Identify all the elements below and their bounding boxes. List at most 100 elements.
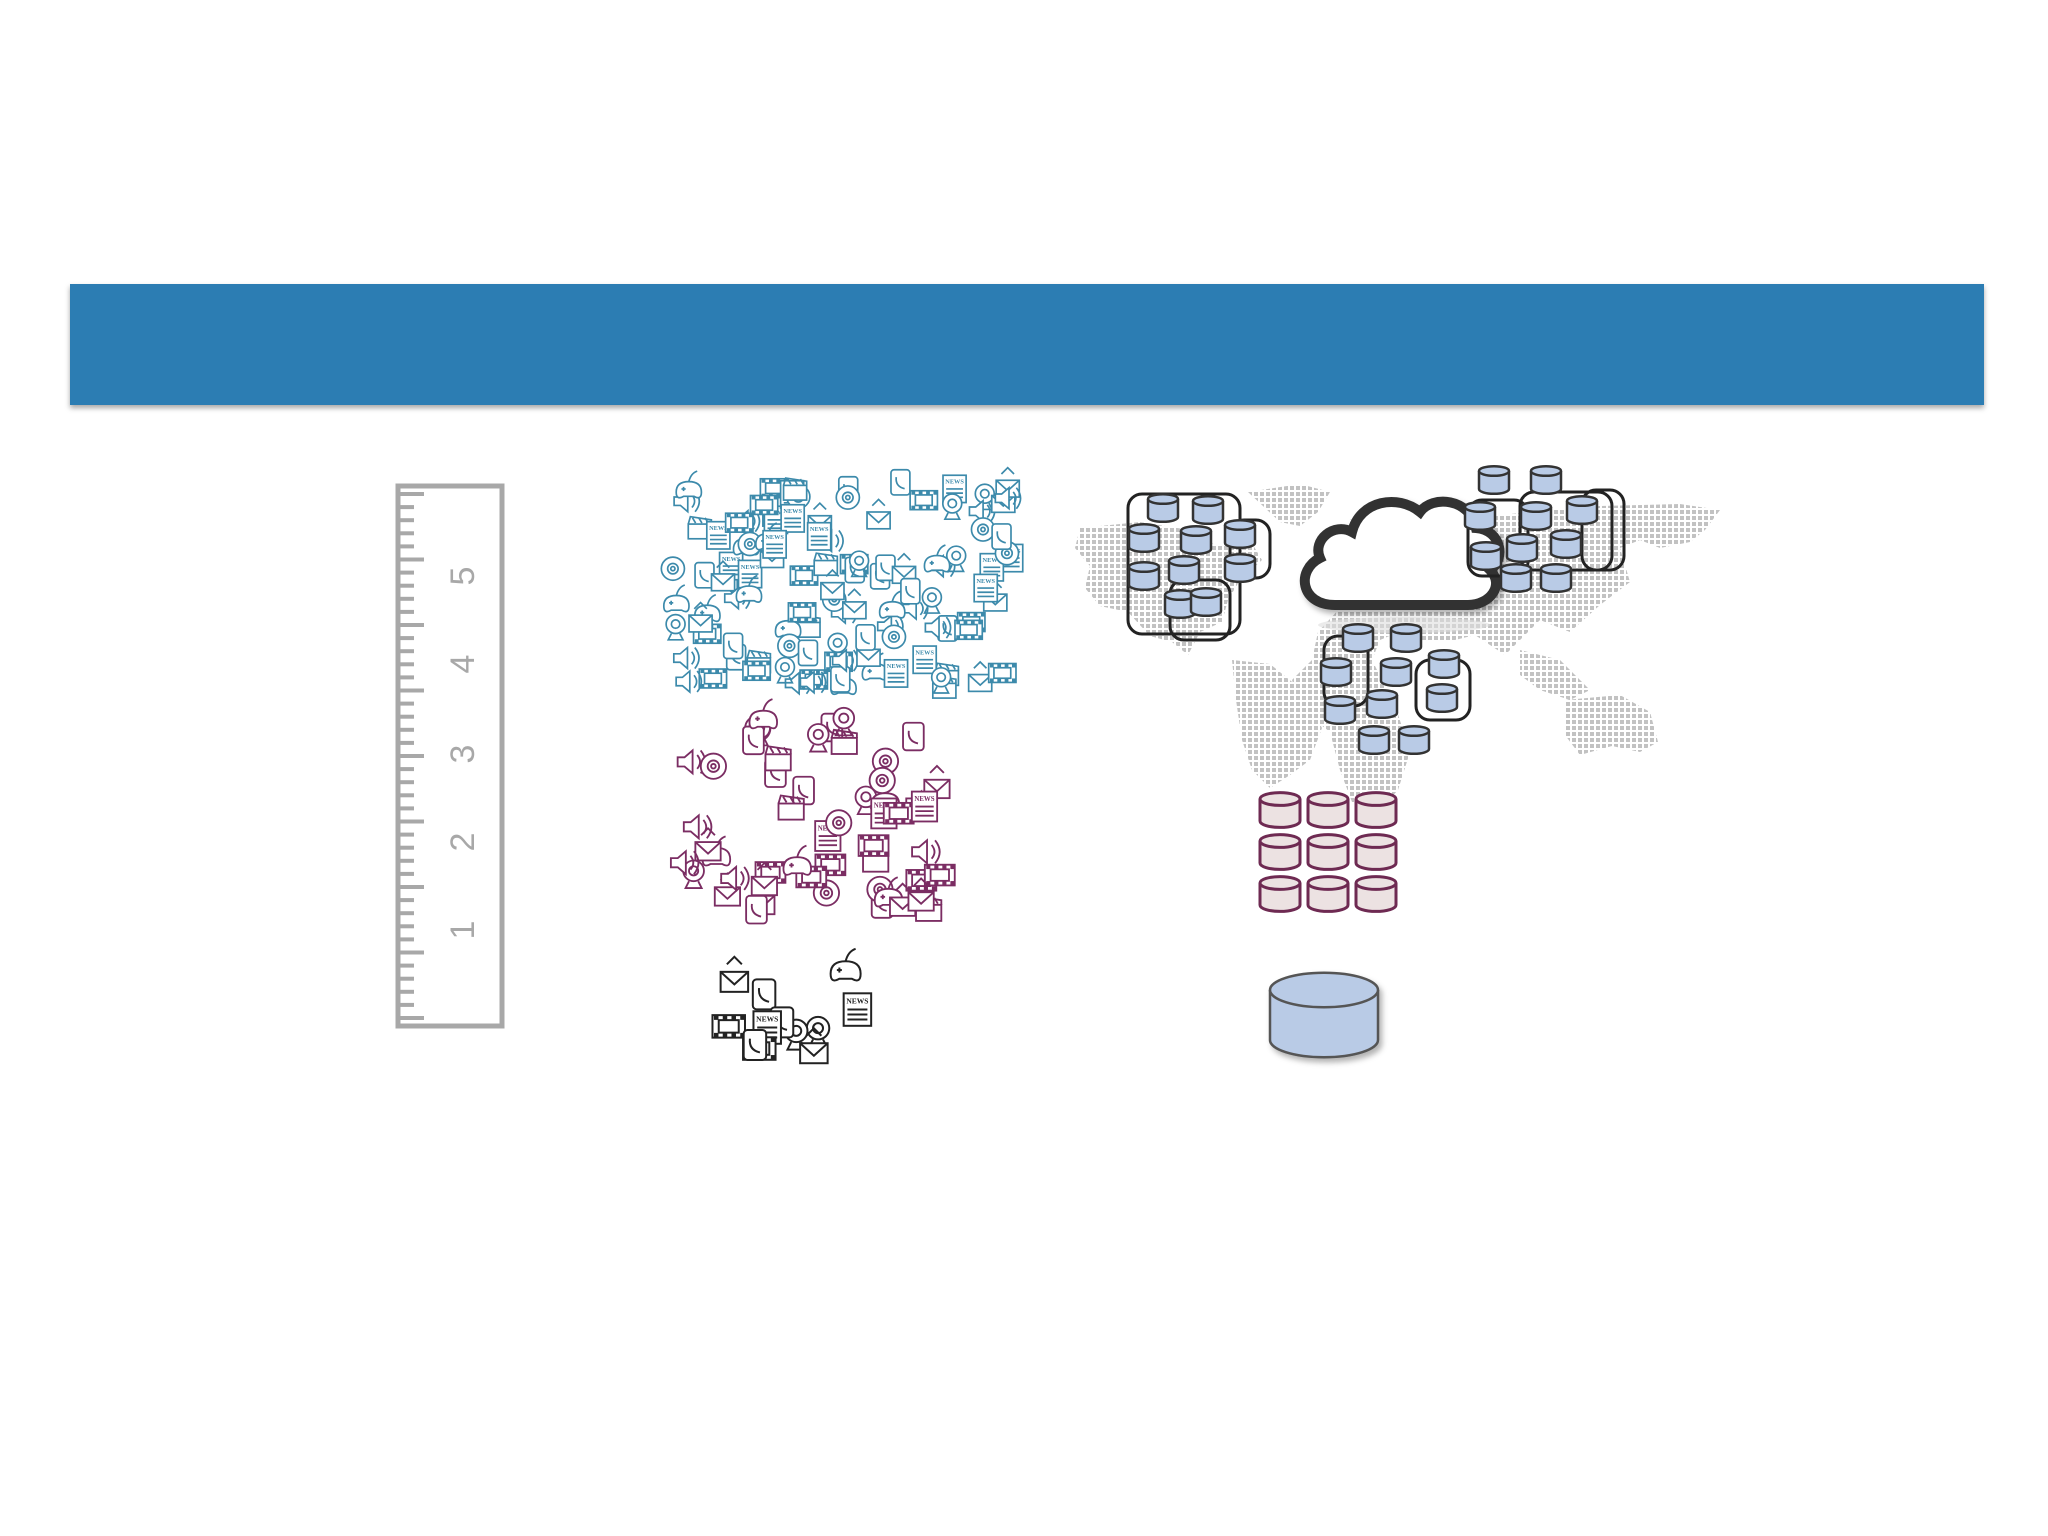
phone-icon: [745, 894, 768, 925]
database-icon: [1425, 682, 1459, 714]
ruler-label: 2: [444, 833, 482, 852]
gamepad-icon: [735, 574, 763, 603]
svg-text:NEWS: NEWS: [741, 564, 760, 571]
speaker-icon: [720, 864, 750, 892]
news-icon: NEWS: [762, 529, 788, 559]
database-icon: [1354, 875, 1398, 913]
cluster-frame: [1580, 488, 1626, 572]
film-icon: [789, 565, 819, 586]
envelope-icon: [688, 601, 713, 633]
film-icon: [742, 660, 772, 682]
svg-text:NEWS: NEWS: [846, 996, 868, 1005]
film-icon: [909, 489, 939, 511]
envelope-icon: [719, 955, 750, 993]
webcam-icon: [945, 545, 967, 573]
disc-icon: [777, 633, 802, 659]
speaker-icon: [672, 645, 700, 671]
disc-icon: [970, 517, 996, 542]
disc-icon: [881, 624, 907, 650]
envelope-icon: [820, 568, 845, 601]
svg-text:NEWS: NEWS: [709, 525, 728, 532]
phone-icon: [991, 523, 1012, 550]
webcam-icon: [930, 666, 952, 694]
film-icon: [698, 668, 728, 689]
database-icon: [1163, 588, 1197, 620]
single-database-icon: [1268, 971, 1380, 1059]
ruler-labels: 1 2 3 4 5: [444, 567, 482, 940]
database-icon: [1189, 586, 1223, 618]
database-icon: [1565, 494, 1599, 526]
speaker-icon: [675, 669, 703, 694]
speaker-icon: [911, 838, 941, 866]
gamepad-icon: [782, 844, 812, 876]
gamepad-icon: [675, 470, 703, 499]
speaker-icon: [994, 485, 1022, 511]
webcam-icon: [774, 656, 796, 684]
database-icon: [1365, 688, 1399, 720]
speaker-icon: [924, 615, 952, 640]
database-icon: [1223, 518, 1257, 550]
database-icon: [1258, 875, 1302, 913]
film-icon: [923, 863, 956, 887]
envelope-icon: [694, 826, 722, 862]
database-icon: [1549, 528, 1583, 560]
gamepad-icon: [662, 584, 690, 613]
database-icon: [1354, 833, 1398, 871]
disc-icon: [868, 766, 896, 795]
ruler-label: 3: [444, 745, 482, 764]
film-icon: [987, 662, 1017, 684]
database-icon: [1258, 833, 1302, 871]
film-icon: [787, 602, 817, 623]
envelope-icon: [907, 877, 935, 912]
database-icon: [1539, 562, 1573, 594]
svg-text:NEWS: NEWS: [765, 534, 784, 541]
database-icon: [1463, 500, 1497, 532]
envelope-icon: [710, 560, 736, 592]
database-icon: [1179, 524, 1213, 556]
news-icon: NEWS: [842, 992, 873, 1027]
webcam-icon: [974, 483, 996, 511]
ruler-label: 4: [444, 655, 482, 674]
disc-icon: [825, 809, 853, 837]
database-icon: [1258, 791, 1302, 829]
phone-icon: [722, 632, 744, 660]
disc-icon: [660, 556, 686, 582]
svg-text:NEWS: NEWS: [783, 508, 802, 515]
phone-icon: [742, 1028, 768, 1061]
phone-icon: [742, 725, 765, 756]
database-icon: [1469, 540, 1503, 572]
webcam-icon: [665, 613, 686, 641]
news-icon: NEWS: [973, 573, 999, 603]
speaker-icon: [682, 813, 713, 841]
data-icons-cluster-small: NEWS NEWS: [711, 947, 873, 1065]
gamepad-icon: [829, 947, 862, 982]
ruler-label: 1: [444, 921, 482, 940]
webcam-icon: [921, 587, 943, 614]
database-icon: [1519, 500, 1553, 532]
webcam-icon: [807, 723, 830, 753]
svg-text:NEWS: NEWS: [810, 526, 829, 533]
phone-icon: [797, 639, 819, 667]
ruler-label: 5: [444, 567, 482, 586]
database-icon: [1357, 724, 1391, 756]
ruler-icon: 1 2 3 4 5: [395, 483, 505, 1029]
news-icon: NEWS: [806, 521, 832, 551]
svg-text:NEWS: NEWS: [722, 556, 741, 563]
news-icon: NEWS: [912, 645, 938, 675]
disc-icon: [699, 752, 727, 780]
phone-icon: [900, 577, 921, 605]
envelope-icon: [750, 861, 778, 897]
film-icon: [711, 1014, 746, 1039]
svg-text:NEWS: NEWS: [945, 479, 964, 486]
phone-icon: [890, 468, 911, 496]
webcam-icon: [832, 706, 856, 737]
database-icon: [1341, 622, 1375, 654]
database-icon: [1319, 656, 1353, 688]
database-icon: [1389, 622, 1423, 654]
database-grid: [1258, 791, 1398, 913]
film-icon: [857, 834, 890, 857]
database-icon: [1323, 694, 1357, 726]
database-icon: [1268, 971, 1380, 1059]
